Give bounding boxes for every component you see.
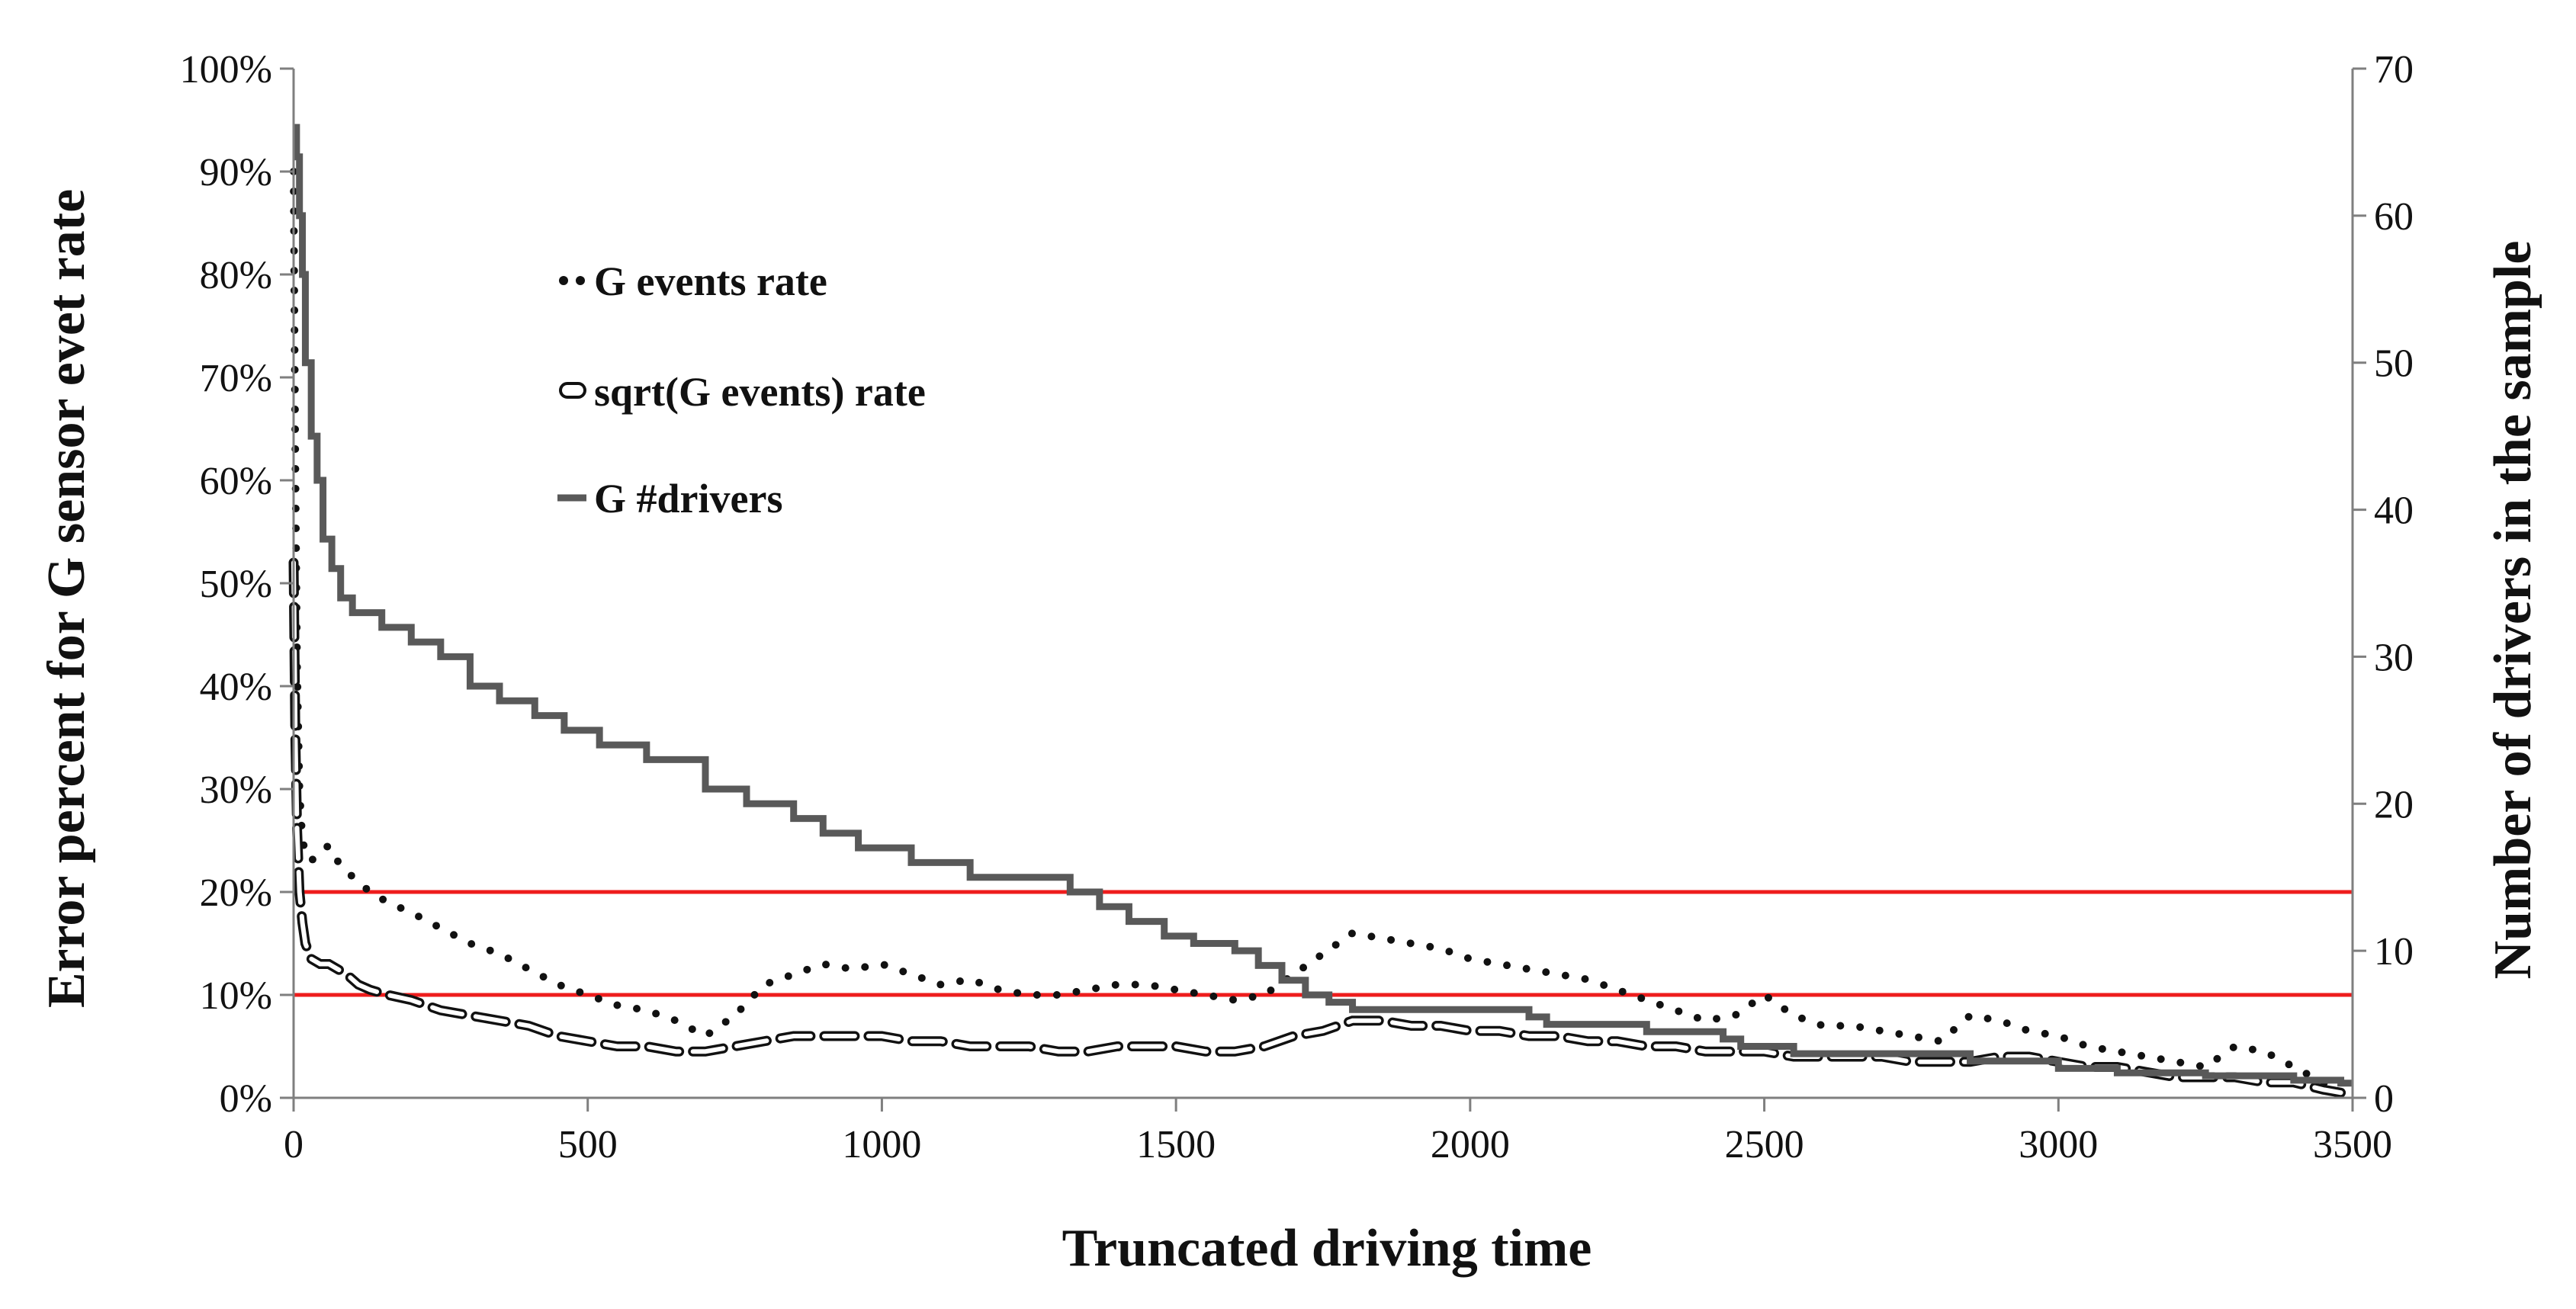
y2-tick-label: 10 bbox=[2374, 930, 2414, 974]
legend-swatch-dash bbox=[559, 382, 586, 399]
y-tick-label: 90% bbox=[200, 151, 272, 194]
legend-label: G #drivers bbox=[594, 476, 782, 521]
y-tick-label: 30% bbox=[200, 768, 272, 812]
legend-label: sqrt(G events) rate bbox=[594, 369, 926, 415]
series-sqrt-g-events-rate bbox=[288, 557, 2346, 1098]
series-line bbox=[290, 168, 2345, 1097]
y2-tick-label: 60 bbox=[2374, 195, 2414, 239]
x-tick-label: 500 bbox=[558, 1123, 618, 1166]
y-tick-label: 60% bbox=[200, 460, 272, 503]
x-tick-label: 1500 bbox=[1136, 1123, 1216, 1166]
axes: 0% 10% 20% 30% 40% 50% 60% 70% 80% 90% 100% 0 10 20 30… bbox=[180, 48, 2414, 1166]
y2-tick-label: 30 bbox=[2374, 636, 2414, 679]
y-tick-label: 80% bbox=[200, 254, 272, 297]
legend-item: sqrt(G events) rate bbox=[559, 369, 926, 415]
y-axis-title: Error percent for G sensor evet rate bbox=[37, 189, 96, 1008]
legend-swatch-dot bbox=[559, 276, 568, 285]
y-tick-label: 50% bbox=[200, 563, 272, 606]
y-tick-label: 70% bbox=[200, 357, 272, 400]
legend: G events rate sqrt(G events) rate G #drive… bbox=[557, 258, 926, 521]
y2-tick-label: 40 bbox=[2374, 489, 2414, 533]
series-g-events-rate bbox=[290, 168, 2345, 1097]
y2-tick-label: 50 bbox=[2374, 342, 2414, 386]
series-line-inner bbox=[291, 560, 2343, 1096]
legend-item: G #drivers bbox=[557, 476, 782, 521]
legend-swatch-dot bbox=[576, 276, 585, 285]
series-line bbox=[293, 124, 2353, 1087]
y2-axis-title: Number of drivers in the sample bbox=[2484, 241, 2542, 980]
y-tick-label: 10% bbox=[200, 974, 272, 1018]
x-tick-label: 3500 bbox=[2313, 1123, 2392, 1166]
y2-tick-label: 20 bbox=[2374, 783, 2414, 826]
legend-label: G events rate bbox=[594, 258, 827, 304]
x-tick-label: 0 bbox=[284, 1123, 304, 1166]
y-tick-label: 40% bbox=[200, 666, 272, 709]
x-tick-label: 1000 bbox=[842, 1123, 921, 1166]
y-tick-label: 0% bbox=[220, 1077, 272, 1121]
legend-item: G events rate bbox=[559, 258, 827, 304]
y-tick-label: 100% bbox=[180, 48, 272, 91]
series-g-drivers bbox=[293, 124, 2353, 1087]
x-tick-label: 2000 bbox=[1431, 1123, 1510, 1166]
y2-tick-label: 0 bbox=[2374, 1077, 2394, 1121]
x-tick-label: 3000 bbox=[2019, 1123, 2098, 1166]
x-tick-label: 2500 bbox=[1725, 1123, 1804, 1166]
x-axis-title: Truncated driving time bbox=[1062, 1219, 1592, 1278]
y-tick-label: 20% bbox=[200, 871, 272, 915]
y2-tick-label: 70 bbox=[2374, 48, 2414, 91]
series-layer bbox=[288, 124, 2353, 1098]
